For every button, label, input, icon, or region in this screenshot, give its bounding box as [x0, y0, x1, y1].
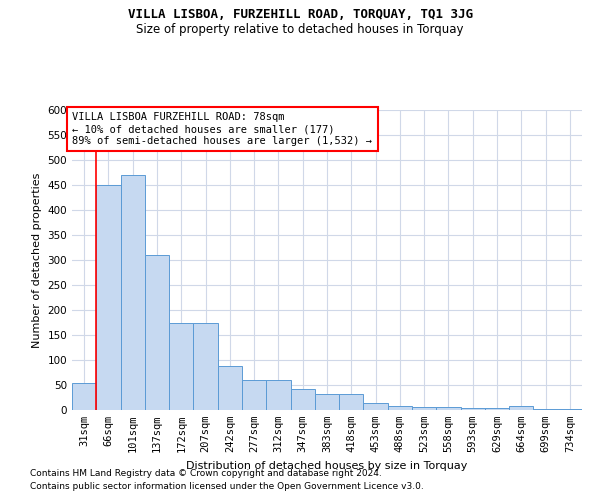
Bar [145, 255, 169, 410]
Text: Contains HM Land Registry data © Crown copyright and database right 2024.: Contains HM Land Registry data © Crown c… [30, 468, 382, 477]
Bar [558, 408, 582, 410]
Bar [339, 394, 364, 410]
Bar [242, 380, 266, 410]
Bar [266, 380, 290, 410]
Bar [121, 175, 145, 410]
Bar [193, 322, 218, 410]
Bar [461, 408, 485, 410]
Bar [436, 407, 461, 410]
Bar [412, 406, 436, 410]
Text: Contains public sector information licensed under the Open Government Licence v3: Contains public sector information licen… [30, 482, 424, 491]
Bar [509, 406, 533, 410]
Bar [290, 389, 315, 410]
Bar [218, 366, 242, 410]
Y-axis label: Number of detached properties: Number of detached properties [32, 172, 42, 348]
Bar [485, 408, 509, 410]
Bar [533, 408, 558, 410]
Bar [96, 185, 121, 410]
Bar [388, 406, 412, 410]
Text: Size of property relative to detached houses in Torquay: Size of property relative to detached ho… [136, 22, 464, 36]
Text: VILLA LISBOA, FURZEHILL ROAD, TORQUAY, TQ1 3JG: VILLA LISBOA, FURZEHILL ROAD, TORQUAY, T… [128, 8, 473, 20]
Bar [72, 382, 96, 410]
Bar [169, 322, 193, 410]
X-axis label: Distribution of detached houses by size in Torquay: Distribution of detached houses by size … [187, 460, 467, 470]
Text: VILLA LISBOA FURZEHILL ROAD: 78sqm
← 10% of detached houses are smaller (177)
89: VILLA LISBOA FURZEHILL ROAD: 78sqm ← 10%… [73, 112, 373, 146]
Bar [364, 402, 388, 410]
Bar [315, 394, 339, 410]
